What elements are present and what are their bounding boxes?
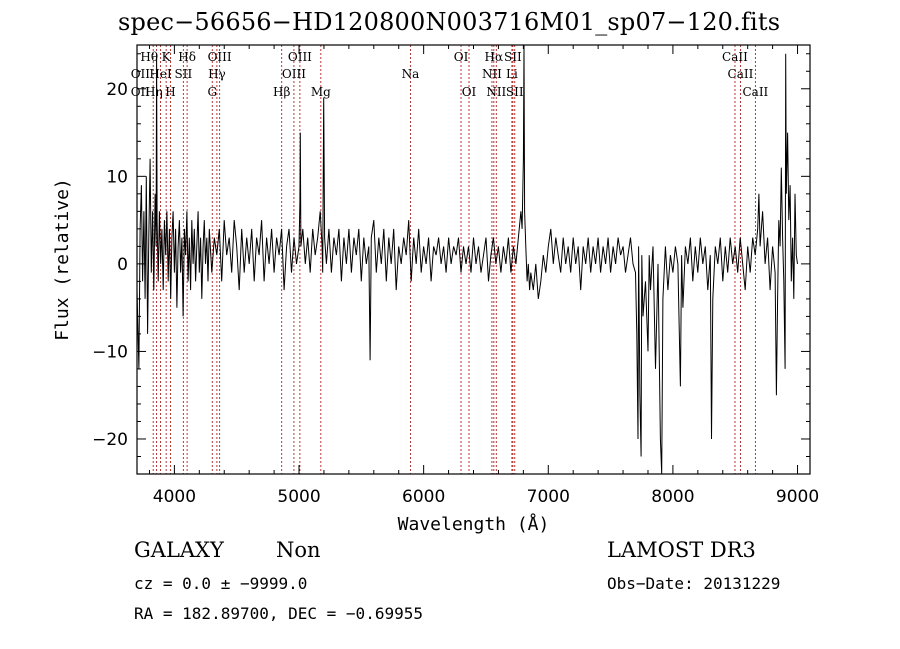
radec-text: RA = 182.89700, DEC = −0.69955 <box>134 604 423 623</box>
y-tick-label: 10 <box>106 167 128 187</box>
line-marker-label: H <box>165 85 175 99</box>
x-tick-label: 6000 <box>402 487 445 507</box>
y-axis-ticks: −20 −10 0 10 20 <box>92 53 810 457</box>
line-marker-label: CaII <box>742 85 768 99</box>
line-marker-label: G <box>207 85 217 99</box>
line-marker-label: Na <box>402 67 420 81</box>
line-marker-label: OII <box>131 67 151 81</box>
x-tick-label: 7000 <box>527 487 570 507</box>
y-tick-label: 20 <box>106 80 128 100</box>
line-marker-label: SII <box>175 67 193 81</box>
class-label: GALAXY <box>134 538 224 562</box>
line-marker-label: Hγ <box>208 67 226 81</box>
line-marker-label: Hβ <box>273 85 290 99</box>
obs-date-text: Obs−Date: 20131229 <box>607 574 781 593</box>
line-marker-label: CaII <box>728 67 754 81</box>
line-marker-label: SII <box>504 50 522 64</box>
x-tick-label: 4000 <box>153 487 196 507</box>
line-marker-label: OIII <box>282 67 306 81</box>
x-axis-ticks: 4000 5000 6000 7000 8000 9000 <box>148 45 819 507</box>
line-marker-label: K <box>162 50 172 64</box>
line-marker-label: Hθ <box>140 50 158 64</box>
subclass-label: Non <box>276 538 321 562</box>
spectrum-series <box>136 44 798 475</box>
line-marker-label: OI <box>454 50 469 64</box>
line-marker-label: HeI <box>149 67 172 81</box>
chart-title: spec−56656−HD120800N003716M01_sp07−120.f… <box>118 8 781 36</box>
line-marker-label: Hα <box>485 50 504 64</box>
line-marker-label: Mg <box>311 85 331 99</box>
line-marker-label: Li <box>506 67 518 81</box>
x-tick-label: 8000 <box>651 487 694 507</box>
line-marker-label: OI <box>462 85 477 99</box>
line-markers <box>152 45 756 474</box>
y-tick-label: −10 <box>92 342 128 362</box>
line-marker-label: NII <box>486 85 506 99</box>
line-marker-label: OIII <box>288 50 312 64</box>
redshift-text: cz = 0.0 ± −9999.0 <box>134 574 308 593</box>
line-marker-label: Hδ <box>178 50 196 64</box>
line-marker-label: CaII <box>722 50 748 64</box>
x-axis-label: Wavelength (Å) <box>398 513 550 535</box>
survey-label: LAMOST DR3 <box>607 538 756 562</box>
x-tick-label: 5000 <box>277 487 320 507</box>
x-tick-label: 9000 <box>776 487 819 507</box>
line-marker-label: NII <box>482 67 502 81</box>
line-marker-label: OIII <box>208 50 232 64</box>
line-marker-label: SII <box>506 85 524 99</box>
y-tick-label: 0 <box>117 255 128 275</box>
y-axis-label: Flux (relative) <box>52 178 73 341</box>
line-marker-label: Hη <box>145 85 163 99</box>
y-tick-label: −20 <box>92 430 128 450</box>
